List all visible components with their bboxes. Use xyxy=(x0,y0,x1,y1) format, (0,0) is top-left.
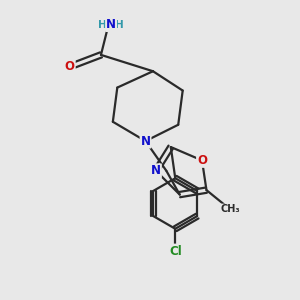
Text: N: N xyxy=(151,164,161,177)
Text: O: O xyxy=(197,154,207,167)
Text: H: H xyxy=(115,20,124,30)
Text: CH₃: CH₃ xyxy=(220,204,240,214)
Text: N: N xyxy=(106,18,116,31)
Text: H: H xyxy=(98,20,107,30)
Text: Cl: Cl xyxy=(169,244,182,258)
Text: O: O xyxy=(65,60,75,73)
Text: N: N xyxy=(140,135,151,148)
